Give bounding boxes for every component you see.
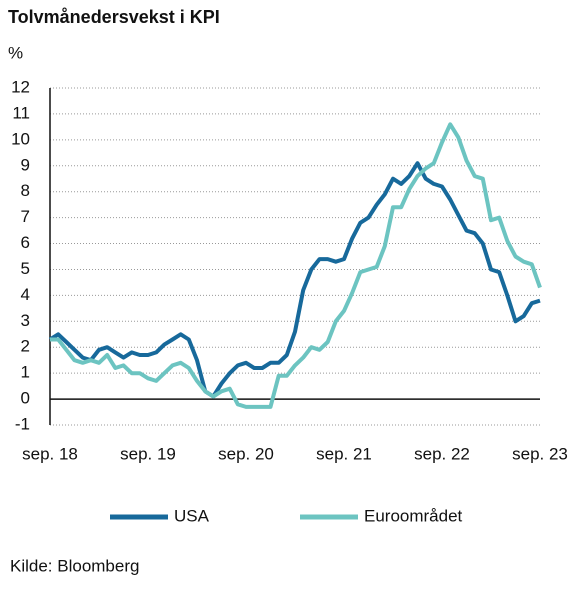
y-tick-label: -1 <box>15 414 30 433</box>
x-tick-label: sep. 21 <box>316 444 372 463</box>
y-tick-label: 12 <box>11 77 30 96</box>
x-tick-label: sep. 20 <box>218 444 274 463</box>
y-tick-label: 2 <box>21 337 30 356</box>
series-line <box>50 122 542 409</box>
y-tick-label: 4 <box>21 285 30 304</box>
y-tick-label: 1 <box>21 363 30 382</box>
y-tick-label: 3 <box>21 311 30 330</box>
x-tick-label: sep. 19 <box>120 444 176 463</box>
y-tick-label: 10 <box>11 129 30 148</box>
x-tick-label: sep. 23 <box>512 444 568 463</box>
y-tick-label: 8 <box>21 181 30 200</box>
y-tick-label: 7 <box>21 207 30 226</box>
y-tick-label: 0 <box>21 389 30 408</box>
x-tick-label: sep. 22 <box>414 444 470 463</box>
y-tick-label: 9 <box>21 155 30 174</box>
source: Kilde: Bloomberg <box>10 556 139 575</box>
x-tick-label: sep. 18 <box>22 444 78 463</box>
y-tick-label: 6 <box>21 233 30 252</box>
series-line <box>48 161 541 399</box>
y-tick-label: 11 <box>12 103 30 122</box>
legend-label: USA <box>174 506 210 525</box>
y-tick-label: 5 <box>21 259 30 278</box>
y-axis-label: % <box>8 43 23 62</box>
chart-title: Tolvmånedersvekst i KPI <box>8 7 220 27</box>
legend-label: Euroområdet <box>364 506 463 525</box>
